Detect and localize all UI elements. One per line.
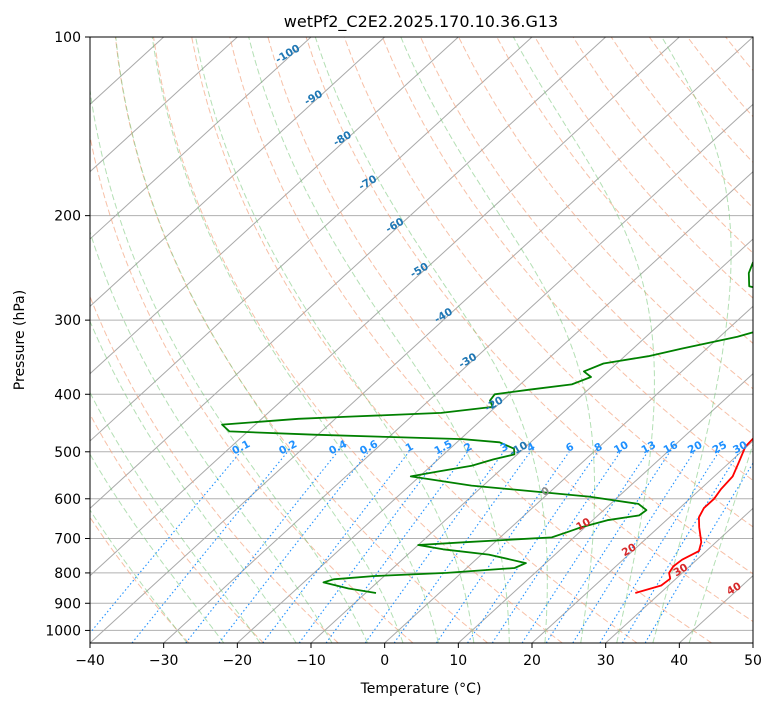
moist-adiabat xyxy=(90,391,261,643)
mixing-ratio-line xyxy=(467,451,599,643)
dry-adiabat xyxy=(496,37,753,344)
mixing-ratio-line xyxy=(435,451,570,643)
dry-adiabat xyxy=(229,37,712,643)
dry-adiabat xyxy=(458,37,753,390)
dry-adiabat xyxy=(90,516,190,643)
x-tick-label: −20 xyxy=(223,653,253,669)
moist-adiabat xyxy=(688,442,753,643)
dry-adiabat xyxy=(191,37,638,643)
mixing-ratio-line xyxy=(262,451,410,643)
mixing-ratio-line xyxy=(621,451,740,643)
y-tick-label: 800 xyxy=(54,566,81,582)
y-tick-label: 1000 xyxy=(45,623,81,639)
x-axis-label: Temperature (°C) xyxy=(360,681,482,697)
mixing-ratio-line xyxy=(364,451,505,643)
y-tick-label: 500 xyxy=(54,445,81,461)
moist-adiabat xyxy=(314,37,548,643)
x-tick-label: −10 xyxy=(296,653,326,669)
mixing-ratio-line xyxy=(185,451,339,643)
x-axis: −40 −30 −20 −10 0 10 20 30 40 50 xyxy=(75,643,762,669)
isotherm-line xyxy=(90,37,753,643)
x-tick-label: 20 xyxy=(523,653,541,669)
y-tick-label: 600 xyxy=(54,492,81,508)
isotherm-line xyxy=(90,37,533,442)
mixing-ratio-line xyxy=(521,451,649,643)
moist-adiabat xyxy=(115,37,404,643)
x-tick-label: 40 xyxy=(670,653,688,669)
y-axis-label: Pressure (hPa) xyxy=(12,290,28,390)
y-tick-label: 900 xyxy=(54,596,81,612)
dry-adiabat xyxy=(153,37,563,643)
mixing-ratio-line xyxy=(298,451,444,643)
isotherm-line xyxy=(90,37,386,308)
isotherm-line xyxy=(384,305,753,643)
moist-adiabat xyxy=(151,37,439,643)
y-tick-label: 100 xyxy=(54,30,81,46)
isotherm-line xyxy=(310,238,753,643)
x-tick-label: −40 xyxy=(75,653,105,669)
moist-adiabat xyxy=(400,37,596,643)
isotherm-line xyxy=(163,103,753,643)
mixing-ratio-line xyxy=(491,451,621,643)
x-tick-label: 10 xyxy=(449,653,467,669)
y-tick-label: 300 xyxy=(54,313,81,329)
isotherm-line xyxy=(90,37,238,173)
dry-adiabat xyxy=(90,133,414,643)
mixing-ratio-line xyxy=(325,451,468,643)
dry-adiabat xyxy=(90,413,264,643)
moist-adiabat xyxy=(195,37,475,643)
moist-adiabat xyxy=(90,86,369,643)
x-tick-label: 30 xyxy=(597,653,615,669)
mixing-ratio-label: 36 xyxy=(752,439,771,456)
mixing-ratio-line xyxy=(393,451,531,643)
skewed-isotherms xyxy=(90,37,753,643)
y-tick-label: 200 xyxy=(54,209,81,225)
dry-adiabat xyxy=(343,37,753,528)
chart-title: wetPf2_C2E2.2025.170.10.36.G13 xyxy=(284,12,558,32)
isotherm-line xyxy=(531,440,753,643)
isotherm-line xyxy=(605,507,753,643)
dry-adiabat xyxy=(90,295,339,643)
dry-adiabats xyxy=(90,37,753,643)
moist-adiabat xyxy=(90,319,297,643)
dry-adiabat xyxy=(114,37,488,643)
isotherm-line xyxy=(457,372,753,643)
isotherm-line xyxy=(90,37,680,577)
y-axis: 100 200 300 400 500 600 700 800 900 1000 xyxy=(45,30,90,639)
moist-adiabat xyxy=(90,453,225,643)
dewpoint-profile-line xyxy=(221,261,753,594)
mixing-ratio-line xyxy=(131,451,289,643)
isotherm-line xyxy=(90,37,607,510)
x-tick-label: −30 xyxy=(149,653,179,669)
temperature-profile-line xyxy=(635,437,753,594)
dry-adiabat xyxy=(305,37,753,575)
mixing-ratio-line xyxy=(644,462,753,643)
mixing-ratio-line xyxy=(572,451,695,643)
pressure-gridlines xyxy=(90,37,753,631)
profile-series xyxy=(221,261,753,594)
plot-area: -100-90-80-70-60-50-40-30-20-10010203040… xyxy=(90,37,771,643)
isotherm-line xyxy=(90,37,312,240)
moist-adiabat xyxy=(652,37,732,643)
y-tick-label: 400 xyxy=(54,387,81,403)
mixing-ratio-line xyxy=(545,451,671,643)
x-tick-label: 0 xyxy=(380,653,389,669)
x-tick-label: 50 xyxy=(744,653,762,669)
mixing-ratio-line xyxy=(90,451,242,634)
y-tick-label: 700 xyxy=(54,532,81,548)
dry-adiabat xyxy=(267,37,753,623)
moist-adiabat xyxy=(90,230,333,643)
mixing-ratio-lines xyxy=(90,451,753,643)
plot-frame xyxy=(89,36,754,644)
moist-adiabat xyxy=(248,37,510,643)
isotherm-line xyxy=(90,37,459,375)
